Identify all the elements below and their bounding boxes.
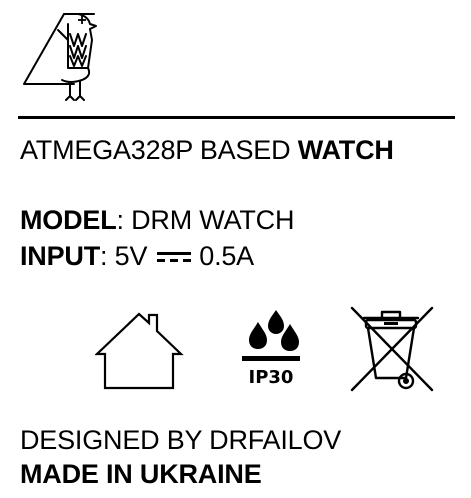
bird-logo-icon [23,13,97,101]
model-sep: : [116,205,132,235]
product-title: ATMEGA328P BASED WATCH [20,134,394,166]
crossed-out-bin-icon [350,306,434,392]
title-emphasis: WATCH [297,135,394,165]
dc-current-symbol-icon [157,252,192,262]
ip-rating-label: IP30 [248,367,294,388]
header-divider [18,116,455,119]
input-label: INPUT [20,241,101,271]
model-value: DRM WATCH [131,205,295,235]
input-voltage: 5V [114,241,148,271]
ip-rating-badge: IP30 [236,308,306,390]
origin-line: MADE IN UKRAINE [20,459,262,489]
model-line: MODEL: DRM WATCH [20,204,294,236]
title-prefix: ATMEGA328P BASED [20,135,298,165]
input-line: INPUT: 5V 0.5A [20,240,254,272]
designer-line: DESIGNED BY DRFAILOV [20,425,342,455]
water-drops-icon [242,310,300,361]
model-label: MODEL [20,205,117,235]
input-current: 0.5A [199,241,254,271]
input-sep: : [100,241,115,271]
house-indoor-use-icon [95,312,184,390]
